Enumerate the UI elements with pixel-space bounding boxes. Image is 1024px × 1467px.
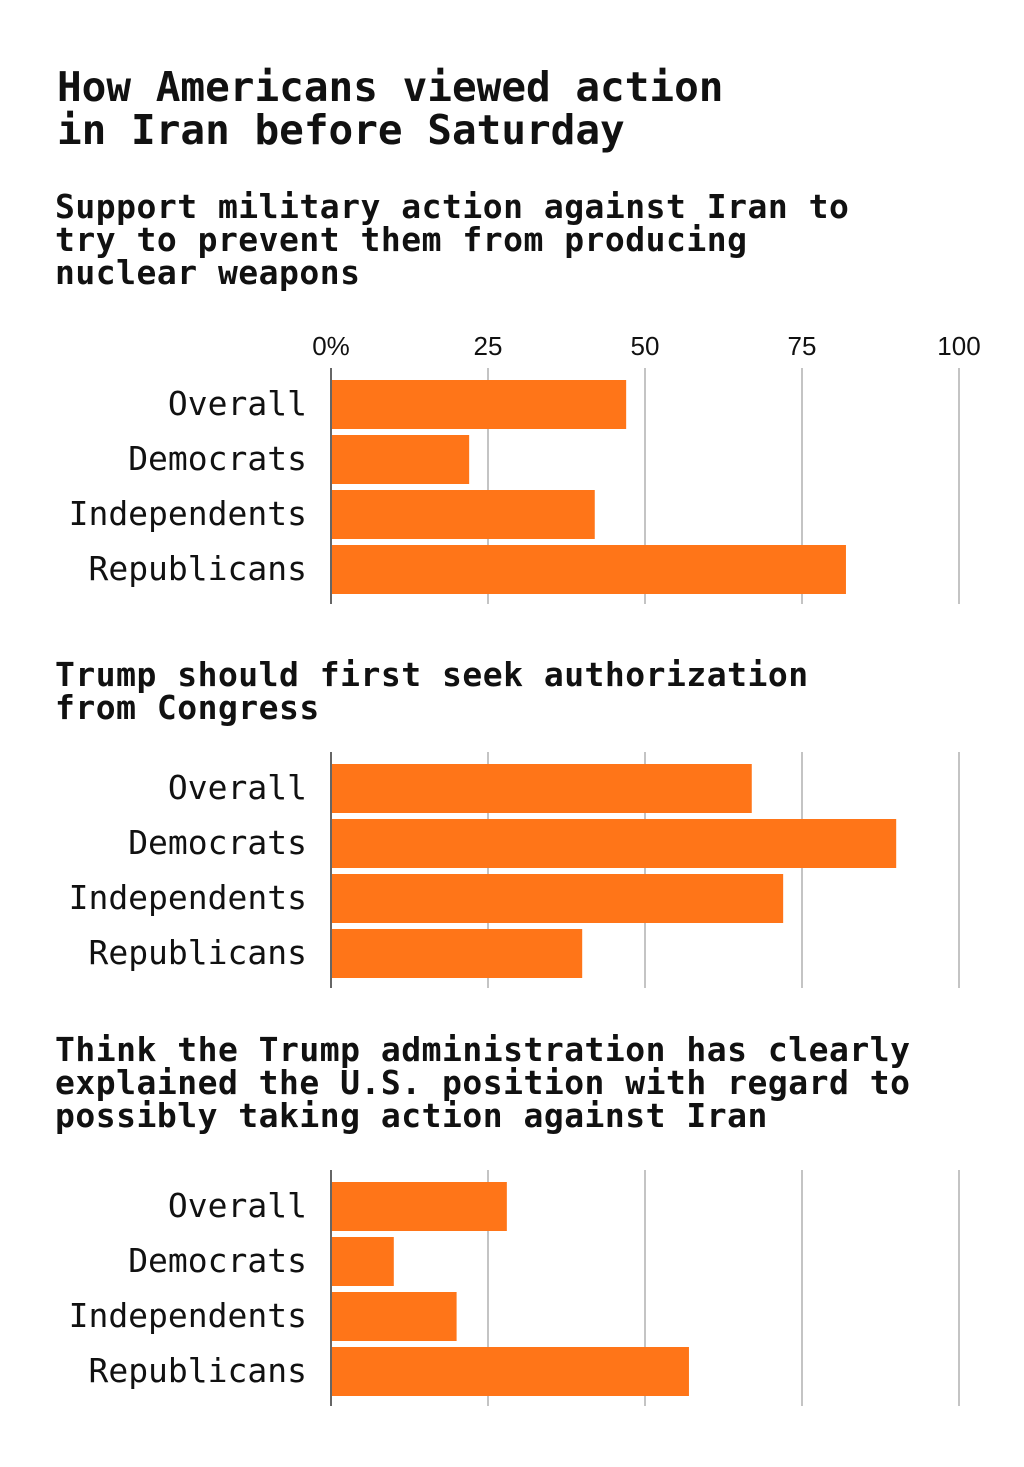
chart-2-title: Trump should first seek authorization fr… — [55, 655, 809, 727]
bar-independents — [331, 874, 784, 923]
bar-democrats — [331, 819, 897, 868]
tick-label: 100 — [937, 331, 980, 361]
chart-3: Overall Democrats Independents Republicans — [69, 1170, 960, 1406]
category-label: Democrats — [128, 439, 307, 478]
bar-republicans — [331, 545, 846, 594]
chart-2: Overall Democrats Independents Republicans — [69, 752, 960, 988]
category-label: Republicans — [88, 933, 307, 972]
tick-label: 50 — [631, 331, 660, 361]
category-label: Overall — [168, 768, 307, 807]
category-label: Democrats — [128, 1241, 307, 1280]
bar-overall — [331, 380, 627, 429]
category-label: Overall — [168, 384, 307, 423]
chart-3-title: Think the Trump administration has clear… — [55, 1030, 911, 1135]
category-label: Democrats — [128, 823, 307, 862]
bar-democrats — [331, 1237, 394, 1286]
bar-republicans — [331, 1347, 689, 1396]
bar-independents — [331, 490, 595, 539]
page-title: How Americans viewed action in Iran befo… — [57, 63, 724, 154]
tick-label: 25 — [474, 331, 503, 361]
tick-label: 75 — [788, 331, 817, 361]
bar-republicans — [331, 929, 583, 978]
bar-democrats — [331, 435, 470, 484]
chart-1-title: Support military action against Iran to … — [55, 187, 850, 292]
bar-overall — [331, 764, 752, 813]
category-label: Independents — [69, 494, 307, 533]
chart-1: 0% 25 50 75 100 Overall Democrats Independents R… — [69, 331, 981, 604]
tick-label: 0% — [312, 331, 350, 361]
category-label: Overall — [168, 1186, 307, 1225]
category-label: Independents — [69, 1296, 307, 1335]
bar-overall — [331, 1182, 507, 1231]
category-label: Republicans — [88, 1351, 307, 1390]
category-label: Independents — [69, 878, 307, 917]
bar-independents — [331, 1292, 457, 1341]
category-label: Republicans — [88, 549, 307, 588]
